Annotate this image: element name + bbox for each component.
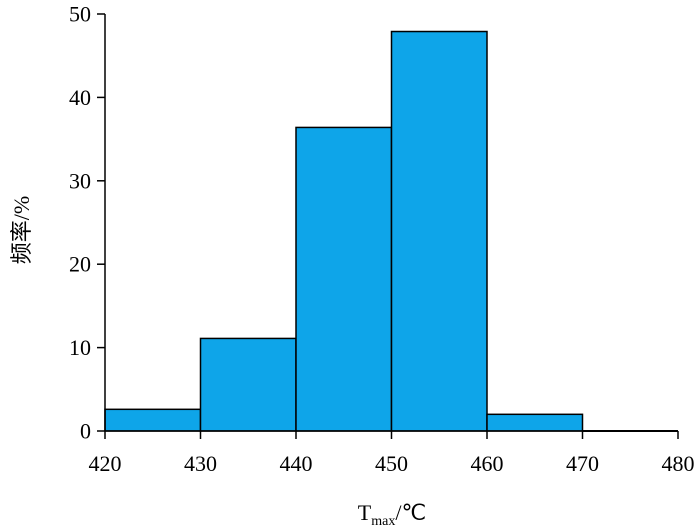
y-tick-label: 10 [69,335,91,360]
y-ticks-group: 0 10 20 30 40 50 [69,2,105,444]
y-tick-label: 40 [69,85,91,110]
bar-450-460 [390,30,488,432]
y-axis-title: 频率/% [9,196,34,264]
bar-440-450 [295,126,393,432]
x-tick-label: 460 [471,451,504,476]
y-tick-label: 30 [69,168,91,193]
x-axis-title: Tmax/℃ [358,500,426,529]
y-tick-label: 0 [80,419,91,444]
x-axis-title-unit: /℃ [395,500,426,525]
bar-430-440 [199,337,297,432]
bar-420-430 [104,408,202,432]
x-tick-label: 470 [566,451,599,476]
y-tick-label: 20 [69,252,91,277]
x-tick-label: 450 [375,451,408,476]
bars-group [104,30,678,432]
bar-460-470 [486,413,584,432]
x-tick-label: 480 [662,451,695,476]
x-tick-label: 440 [280,451,313,476]
x-tick-label: 430 [184,451,217,476]
x-axis-title-main: T [358,500,372,525]
x-axis-title-subscript: max [371,514,395,529]
y-tick-label: 50 [69,2,91,27]
x-ticks-group: 420 430 440 450 460 470 480 [89,431,695,476]
x-tick-label: 420 [89,451,122,476]
